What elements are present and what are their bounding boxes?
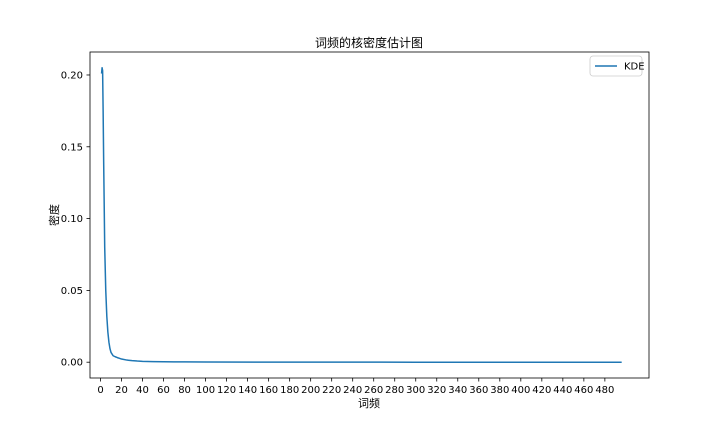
y-tick-label: 0.15: [61, 142, 83, 153]
y-axis: 0.00 0.05 0.10 0.15 0.20: [61, 70, 90, 369]
x-tick-label: 360: [469, 385, 488, 396]
x-tick-label: 100: [196, 385, 215, 396]
x-tick-label: 480: [595, 385, 614, 396]
x-tick-label: 80: [178, 385, 191, 396]
chart-title: 词频的核密度估计图: [315, 35, 423, 50]
legend-label-kde: KDE: [624, 62, 645, 73]
x-tick-label: 180: [280, 385, 299, 396]
y-tick-label: 0.00: [61, 358, 83, 369]
x-tick-label: 140: [238, 385, 257, 396]
x-axis-title: 词频: [358, 396, 380, 410]
x-tick-label: 200: [301, 385, 320, 396]
series-line-kde: [100, 67, 622, 363]
x-tick-label: 280: [385, 385, 404, 396]
x-tick-label: 40: [136, 385, 149, 396]
x-tick-label: 460: [574, 385, 593, 396]
x-tick-label: 400: [511, 385, 530, 396]
y-axis-title: 密度: [47, 204, 61, 226]
x-tick-label: 320: [427, 385, 446, 396]
x-tick-label: 440: [553, 385, 572, 396]
x-tick-label: 220: [322, 385, 341, 396]
x-tick-label: 260: [364, 385, 383, 396]
x-tick-label: 240: [343, 385, 362, 396]
x-tick-label: 160: [259, 385, 278, 396]
x-tick-label: 60: [157, 385, 170, 396]
y-tick-label: 0.10: [61, 214, 83, 225]
plot-area-frame: [89, 51, 650, 379]
x-tick-label: 0: [97, 385, 103, 396]
x-tick-label: 120: [217, 385, 236, 396]
x-tick-label: 340: [448, 385, 467, 396]
x-axis: 0 20 40 60 80 100 120 140 160 180 200 220 240 260 280 3…: [97, 378, 614, 396]
x-tick-label: 420: [532, 385, 551, 396]
y-tick-label: 0.20: [61, 70, 83, 81]
y-tick-label: 0.05: [61, 286, 83, 297]
x-tick-label: 380: [490, 385, 509, 396]
legend: KDE: [589, 55, 645, 77]
x-tick-label: 300: [406, 385, 425, 396]
x-tick-label: 20: [115, 385, 128, 396]
